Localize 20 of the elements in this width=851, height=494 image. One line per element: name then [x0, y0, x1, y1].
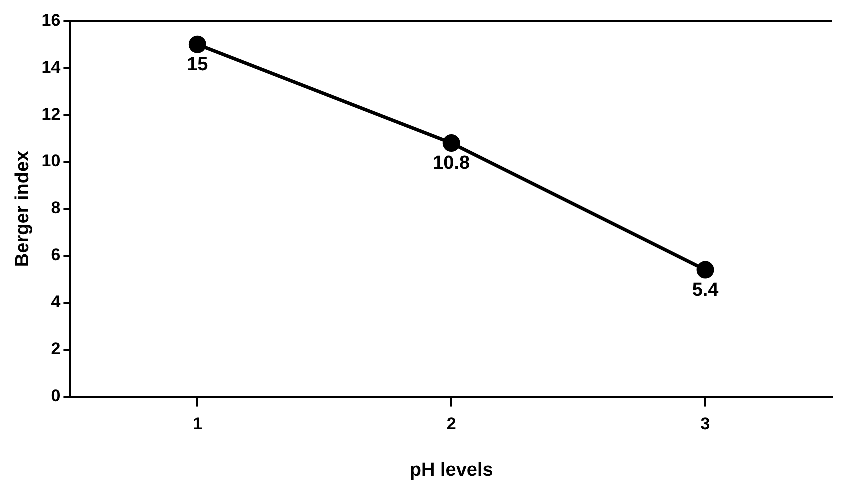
point [442, 134, 460, 152]
x-tick-label: 3 [700, 414, 710, 434]
y-tick-label: 10 [42, 152, 61, 171]
x-tick-label: 2 [446, 414, 456, 434]
y-tick-label: 0 [51, 386, 61, 406]
y-tick-label: 12 [42, 104, 61, 124]
x-axis-title: pH levels [410, 460, 494, 481]
y-tick-label: 14 [42, 58, 62, 77]
y-tick-label: 16 [42, 10, 61, 30]
data-label: 5.4 [692, 280, 720, 301]
point [696, 261, 714, 279]
y-tick-label: 4 [51, 292, 62, 312]
y-tick-label: 2 [51, 340, 61, 359]
data-label: 15 [187, 54, 209, 76]
x-tick-label: 1 [192, 414, 202, 434]
point [188, 36, 206, 54]
data-label: 10.8 [433, 153, 470, 174]
y-axis-title: Berger index [12, 150, 34, 268]
y-tick-label: 6 [51, 246, 61, 265]
y-tick-label: 8 [51, 198, 61, 218]
